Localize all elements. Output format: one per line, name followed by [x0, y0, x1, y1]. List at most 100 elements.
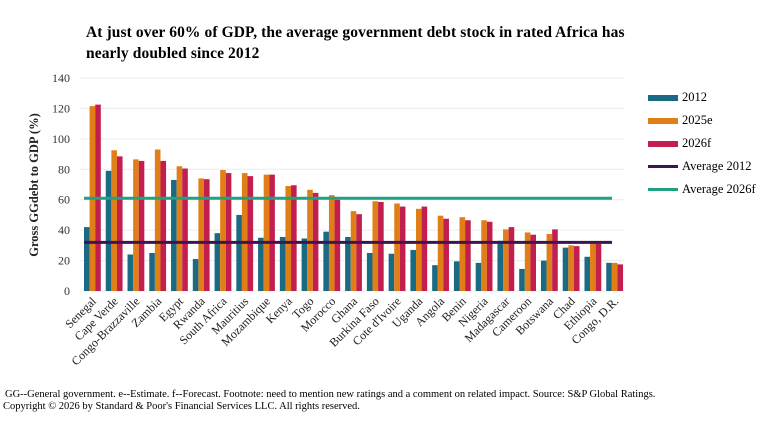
bar-2025e [590, 243, 596, 291]
bar-2012 [562, 247, 569, 291]
bar-2025e [611, 262, 618, 291]
bar-2025e [568, 245, 574, 291]
bar-2026f [138, 160, 145, 291]
bar-2025e [154, 149, 161, 291]
bar-2012 [453, 261, 460, 291]
legend-item-2025e: 2025e [648, 109, 768, 132]
bar-2026f [269, 174, 275, 291]
bar-2012 [236, 214, 242, 291]
bar-2026f [617, 264, 624, 291]
bar-2026f [378, 201, 384, 291]
legend-item-average-2012: Average 2012 [648, 155, 768, 178]
legend-item-average-2026f: Average 2026f [648, 178, 768, 201]
bar-2012 [606, 262, 612, 291]
bar-2026f [421, 206, 428, 291]
copyright-text: Copyright © 2026 by Standard & Poor's Fi… [3, 400, 360, 412]
chart-title: At just over 60% of GDP, the average gov… [86, 24, 625, 62]
y-tick-label: 0 [64, 284, 70, 298]
bar-2012 [323, 231, 329, 291]
bar-2012 [214, 233, 221, 291]
bar-2026f [116, 156, 123, 291]
bar-2026f [356, 214, 362, 291]
y-tick-label: 140 [52, 71, 70, 85]
bar-2025e [437, 215, 444, 291]
footnote-text: GG--General government. e--Estimate. f--… [5, 389, 656, 400]
bar-2025e [416, 208, 422, 291]
bar-2025e [546, 233, 553, 291]
legend-label: Average 2026f [682, 182, 756, 196]
bar-2025e [285, 186, 292, 291]
bar-2012 [432, 265, 438, 291]
y-tick-label: 80 [58, 162, 70, 176]
y-axis-label: Gross GGdebt to GDP (%) [27, 113, 41, 257]
bar-2026f [508, 227, 515, 291]
y-axis-ticks: 0 20 40 60 80 100 120 140 [52, 71, 70, 298]
y-tick-label: 40 [58, 223, 70, 237]
bar-2025e [481, 220, 487, 291]
legend-item-2026f: 2026f [648, 132, 768, 155]
legend-item-2012: 2012 [648, 86, 768, 109]
bar-2025e [394, 203, 400, 291]
bar-2025e [241, 173, 248, 291]
bar-2025e [459, 217, 466, 291]
legend-swatch-2025e [648, 117, 678, 124]
bar-2012 [84, 227, 90, 291]
bars [84, 104, 624, 292]
legend-label: Average 2012 [682, 159, 752, 173]
legend: 2012 2025e 2026f Average 2012 Average 20… [648, 86, 768, 201]
bar-2012 [497, 240, 504, 291]
bar-2012 [127, 254, 134, 291]
bar-2012 [345, 236, 351, 291]
bar-2012 [192, 259, 199, 291]
bar-2012 [584, 256, 591, 291]
bar-2026f [204, 179, 210, 291]
bar-2026f [334, 199, 341, 291]
bar-2012 [540, 260, 547, 291]
bar-2025e [176, 166, 183, 291]
bar-2012 [105, 170, 112, 291]
bar-2026f [530, 234, 536, 291]
legend-line-average-2012 [648, 165, 678, 168]
y-tick-label: 120 [52, 101, 70, 115]
bar-2025e [307, 189, 313, 291]
bar-2012 [410, 249, 416, 291]
bar-2026f [225, 173, 232, 291]
bar-2025e [350, 211, 357, 291]
bar-2012 [149, 252, 155, 291]
legend-label: 2012 [682, 90, 707, 104]
bar-2025e [524, 232, 531, 291]
footnote: GG--General government. e--Estimate. f--… [3, 389, 753, 412]
bar-2026f [182, 168, 188, 291]
bar-2025e [263, 174, 270, 291]
bar-2025e [198, 178, 204, 291]
bar-2025e [372, 201, 379, 291]
legend-line-average-2026f [648, 188, 678, 191]
bar-2012 [366, 252, 373, 291]
bar-2026f [595, 243, 602, 291]
bar-2025e [133, 159, 139, 291]
bar-2012 [475, 262, 482, 291]
bar-2012 [519, 268, 525, 291]
legend-label: 2025e [682, 113, 713, 127]
bar-2012 [388, 253, 395, 291]
bar-2026f [247, 176, 254, 291]
bar-2025e [220, 170, 226, 291]
bar-2012 [301, 238, 308, 291]
bar-2012 [279, 236, 286, 291]
y-tick-label: 100 [52, 132, 70, 146]
bar-2026f [486, 221, 493, 291]
bar-2026f [399, 206, 406, 291]
y-tick-label: 60 [58, 193, 70, 207]
bar-2026f [291, 185, 297, 291]
bar-2012 [171, 179, 177, 291]
legend-swatch-2026f [648, 140, 678, 147]
bar-2026f [465, 220, 471, 291]
average-lines [84, 196, 612, 244]
bar-2025e [111, 150, 117, 291]
bar-2026f [573, 246, 580, 291]
bar-2026f [160, 160, 167, 291]
bar-2026f [552, 229, 558, 291]
legend-swatch-2012 [648, 94, 678, 101]
